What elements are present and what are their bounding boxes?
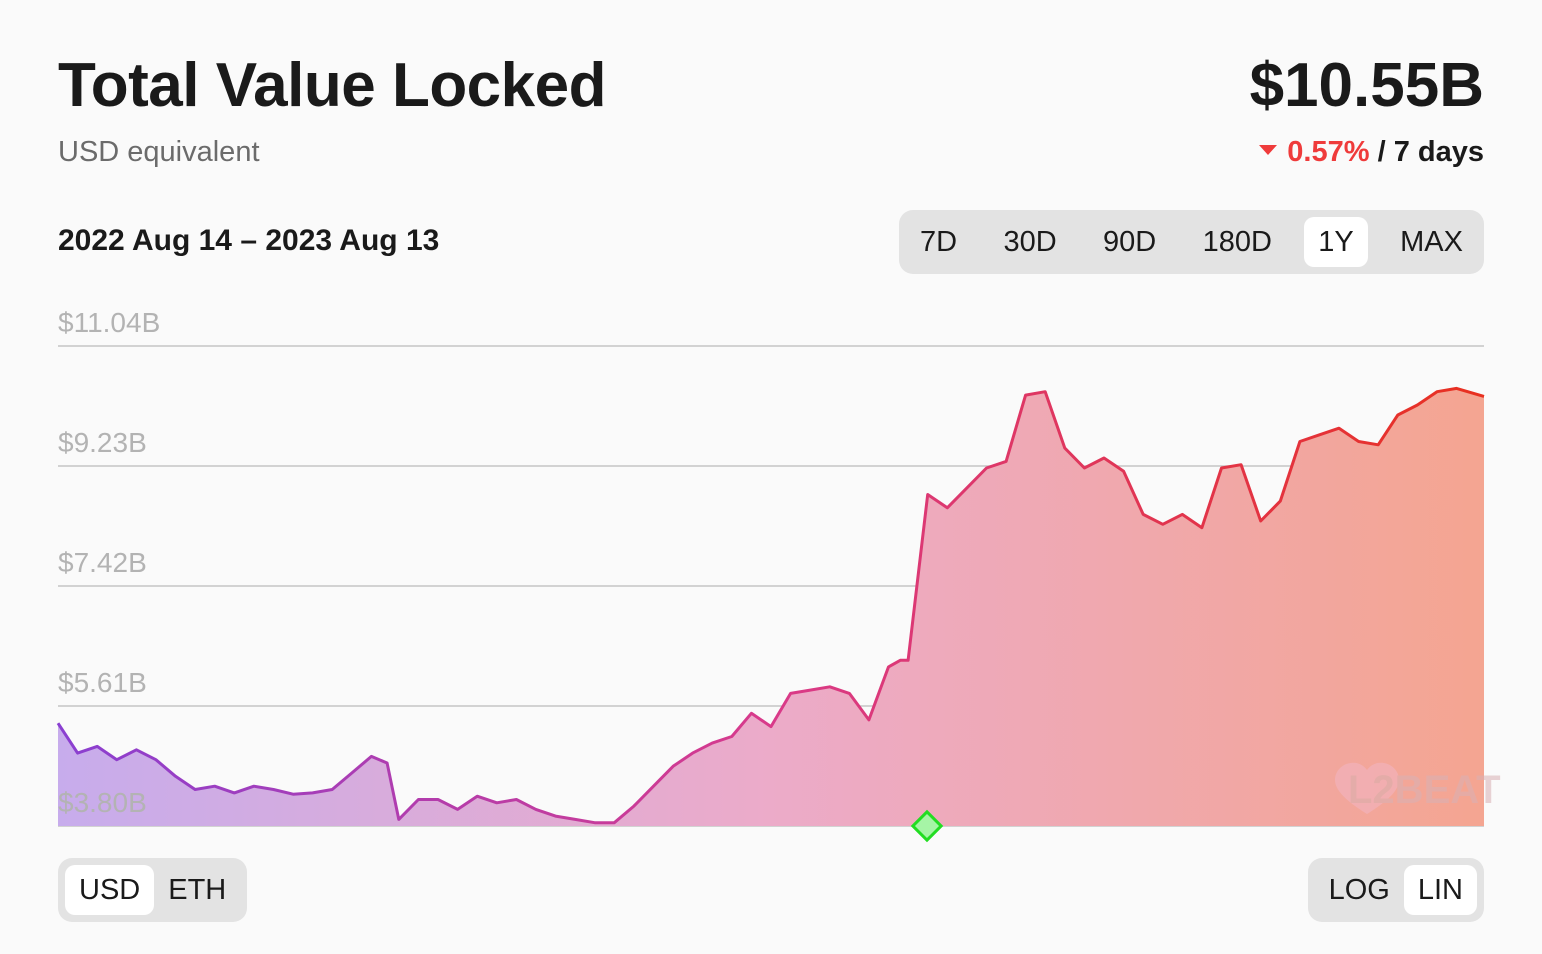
- milestone-marker-icon[interactable]: [910, 809, 944, 843]
- change-period: / 7 days: [1377, 136, 1484, 168]
- range-max-button[interactable]: MAX: [1400, 226, 1463, 258]
- range-90d-button[interactable]: 90D: [1103, 226, 1157, 258]
- range-1y-button[interactable]: 1Y: [1304, 217, 1368, 267]
- unit-selector: USD ETH: [58, 858, 248, 922]
- l2beat-watermark: L2BEAT: [1335, 762, 1501, 814]
- scale-log-button[interactable]: LOG: [1328, 874, 1390, 906]
- y-tick-label: $9.23B: [58, 427, 147, 458]
- unit-eth-button[interactable]: ETH: [168, 874, 227, 906]
- y-tick-label: $7.42B: [58, 547, 147, 578]
- scale-lin-button[interactable]: LIN: [1403, 865, 1477, 915]
- scale-selector: LOG LIN: [1307, 858, 1484, 922]
- page-title: Total Value Locked: [58, 51, 607, 120]
- range-7d-button[interactable]: 7D: [920, 226, 958, 258]
- date-range: 2022 Aug 14 – 2023 Aug 13: [58, 224, 440, 257]
- y-tick-label: $11.04B: [58, 307, 160, 338]
- page-subtitle: USD equivalent: [58, 136, 260, 168]
- time-range-selector: 7D 30D 90D 180D 1Y MAX: [899, 210, 1484, 274]
- tvl-value: $10.55B: [1249, 51, 1484, 120]
- change-percent: 0.57%: [1287, 136, 1370, 168]
- tvl-line: [56, 386, 1485, 825]
- tvl-change: 0.57% / 7 days: [1259, 136, 1484, 169]
- down-triangle-icon: [1259, 145, 1278, 156]
- range-180d-button[interactable]: 180D: [1202, 226, 1272, 258]
- y-tick-label: $5.61B: [58, 667, 147, 698]
- range-30d-button[interactable]: 30D: [1003, 226, 1057, 258]
- y-tick-label: $3.80B: [58, 787, 147, 818]
- tvl-area: [58, 388, 1484, 826]
- unit-usd-button[interactable]: USD: [65, 865, 155, 915]
- watermark-text: L2BEAT: [1348, 768, 1501, 812]
